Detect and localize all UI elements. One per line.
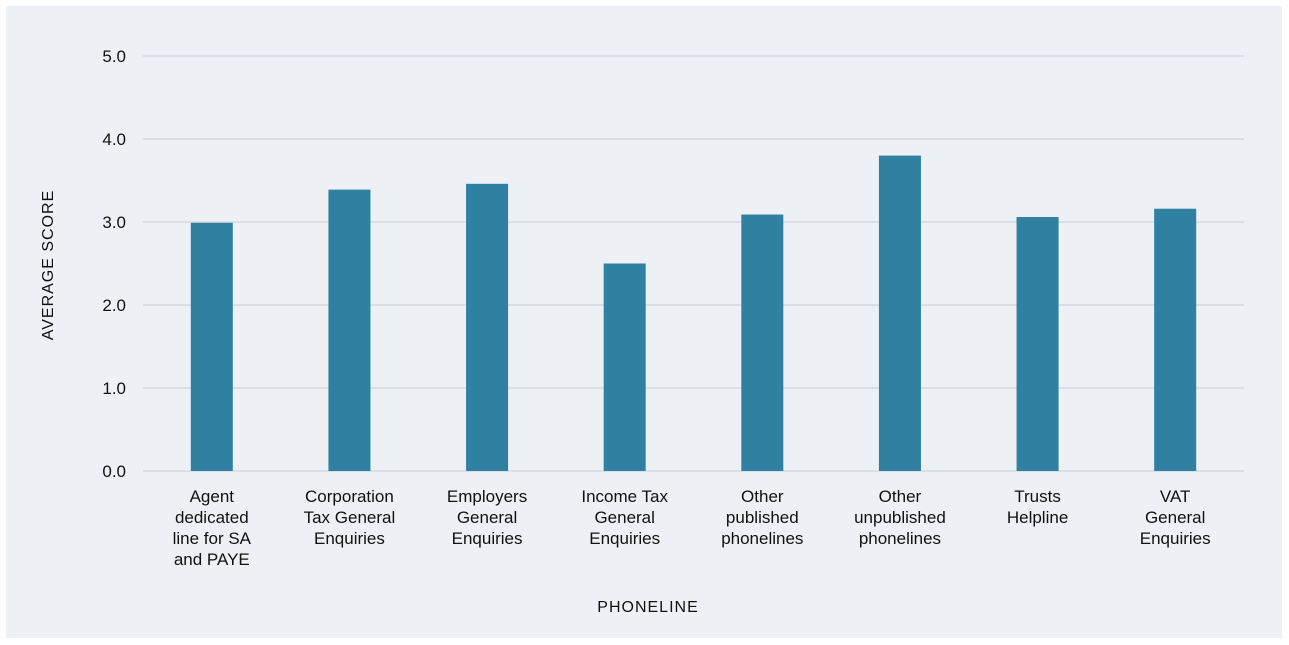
x-category-label: Income Tax General Enquiries [581, 487, 668, 548]
y-tick-label: 5.0 [102, 47, 126, 66]
bars [190, 155, 1197, 471]
bar [466, 183, 509, 471]
x-category-label: Other unpublished phonelines [854, 487, 946, 548]
bar [878, 155, 921, 471]
x-axis-title: PHONELINE [597, 599, 698, 616]
bar [603, 263, 646, 471]
x-category-label: VAT General Enquiries [1140, 487, 1211, 548]
y-tick-label: 0.0 [102, 462, 126, 481]
bar [328, 189, 371, 471]
x-category-label: Employers General Enquiries [447, 487, 527, 548]
bar [190, 222, 233, 471]
x-category-label: Trusts Helpline [1007, 487, 1068, 527]
y-tick-label: 3.0 [102, 213, 126, 232]
x-axis-categories: Agent dedicated line for SA and PAYE Corpora… [173, 487, 1211, 569]
bar [1016, 217, 1059, 471]
y-axis-title: AVERAGE SCORE [40, 190, 57, 341]
x-category-label: Corporation Tax General Enquiries [304, 487, 396, 548]
bar [741, 214, 784, 471]
y-tick-label: 2.0 [102, 296, 126, 315]
x-category-label: Other published phonelines [721, 487, 803, 548]
gridlines [143, 55, 1244, 472]
y-tick-label: 4.0 [102, 130, 126, 149]
y-axis-ticks: 0.0 1.0 2.0 3.0 4.0 5.0 [102, 47, 126, 481]
bar [1154, 208, 1197, 471]
y-tick-label: 1.0 [102, 379, 126, 398]
x-category-label: Agent dedicated line for SA and PAYE [173, 487, 252, 569]
